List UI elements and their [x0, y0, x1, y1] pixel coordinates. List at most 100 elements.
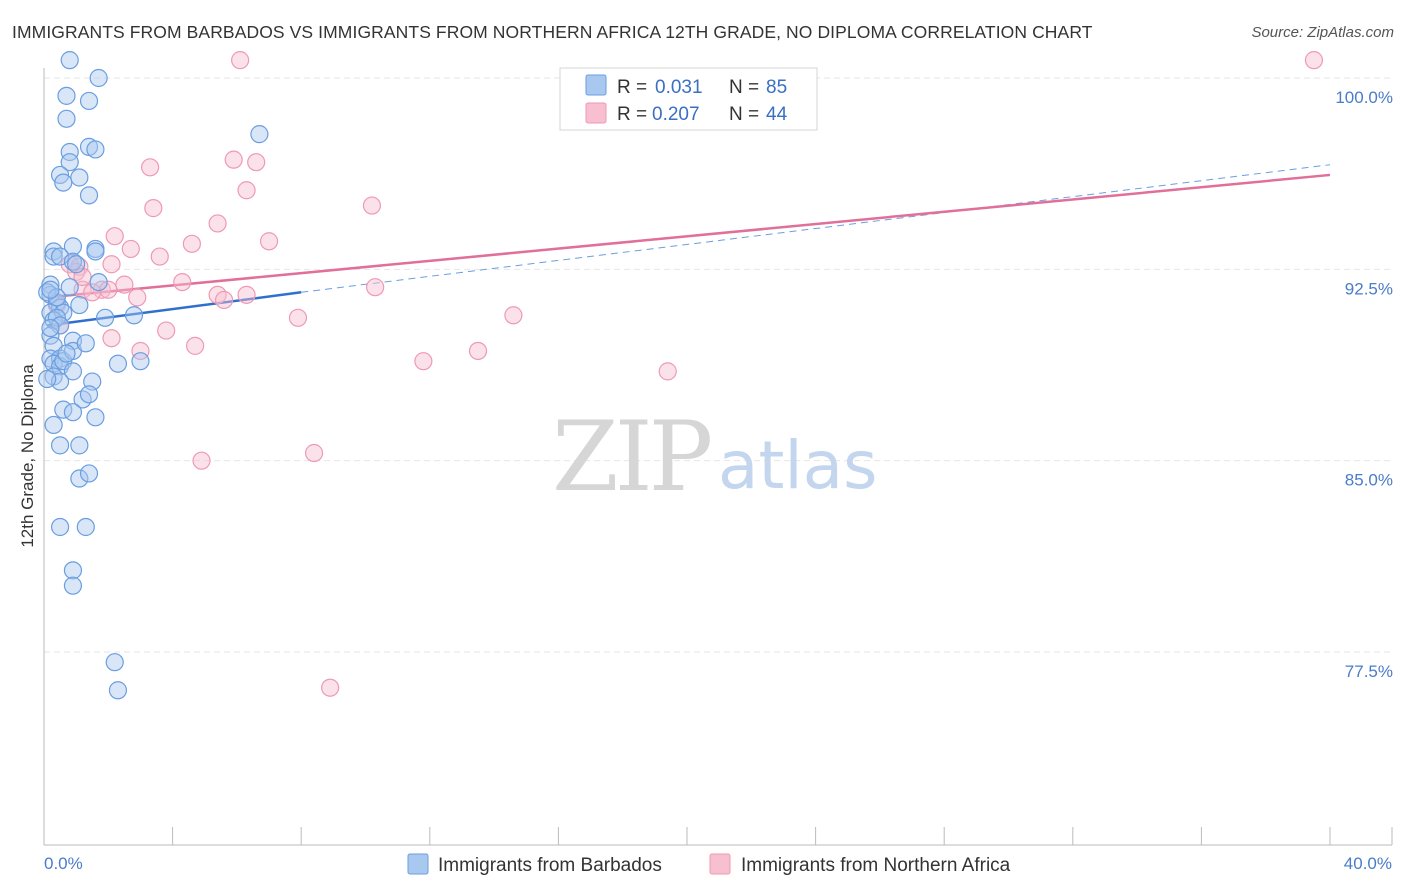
- point-nafrica: [288, 308, 308, 327]
- point-nafrica: [321, 678, 340, 697]
- bottom-legend-swatch-barbados: [407, 853, 429, 875]
- point-nafrica: [121, 239, 140, 259]
- point-barbados: [41, 318, 60, 338]
- point-barbados: [38, 283, 57, 302]
- point-nafrica: [231, 51, 250, 70]
- point-barbados: [41, 326, 60, 345]
- point-barbados: [54, 173, 73, 192]
- point-nafrica: [658, 362, 677, 381]
- point-nafrica: [182, 234, 201, 253]
- point-barbados: [108, 681, 128, 700]
- watermark: ZIP atlas: [552, 401, 878, 513]
- point-nafrica: [102, 329, 121, 348]
- y-tick-label: 77.5%: [1345, 662, 1393, 681]
- y-tick-label: 92.5%: [1345, 279, 1393, 298]
- point-nafrica: [83, 283, 102, 302]
- point-barbados: [63, 576, 83, 595]
- point-barbados: [86, 140, 105, 159]
- y-axis-label: 12th Grade, No Diploma: [18, 364, 37, 548]
- chart-title: IMMIGRANTS FROM BARBADOS VS IMMIGRANTS F…: [12, 22, 1093, 42]
- point-barbados: [63, 561, 83, 580]
- y-tick-labels: 77.5% 85.0% 92.5% 100.0%: [1335, 88, 1393, 681]
- point-nafrica: [192, 451, 211, 470]
- point-barbados: [63, 362, 83, 381]
- point-nafrica: [144, 199, 163, 218]
- y-tick-label: 100.0%: [1335, 88, 1393, 107]
- legend-n-label-barbados: N =: [729, 77, 759, 98]
- point-nafrica: [173, 272, 192, 292]
- gridlines: [44, 77, 1392, 653]
- legend-n-value-nafrica: 44: [766, 104, 788, 125]
- point-barbados: [86, 242, 105, 261]
- point-barbados: [63, 403, 83, 422]
- bottom-legend-swatch-nafrica: [709, 853, 731, 875]
- trend-line-nafrica: [47, 173, 1331, 299]
- point-barbados: [63, 252, 83, 271]
- axes: [43, 68, 1392, 846]
- point-nafrica: [366, 278, 385, 297]
- point-barbados: [108, 354, 128, 373]
- point-barbados: [76, 517, 95, 537]
- point-barbados: [41, 280, 60, 299]
- point-barbados: [70, 469, 89, 488]
- point-barbados: [89, 272, 108, 292]
- point-nafrica: [105, 227, 124, 246]
- point-nafrica: [247, 153, 266, 172]
- legend-swatch-nafrica: [585, 102, 607, 124]
- point-barbados: [86, 408, 105, 427]
- point-barbados: [131, 352, 150, 371]
- point-nafrica: [214, 290, 234, 310]
- bottom-legend-label-nafrica: Immigrants from Northern Africa: [741, 855, 1011, 876]
- point-nafrica: [468, 341, 488, 361]
- point-nafrica: [304, 443, 324, 463]
- point-nafrica: [259, 232, 279, 251]
- point-barbados: [57, 86, 76, 105]
- point-nafrica: [414, 352, 433, 371]
- point-barbados: [60, 153, 79, 172]
- point-barbados: [79, 186, 99, 205]
- point-nafrica: [208, 214, 227, 233]
- point-barbados: [95, 308, 115, 327]
- point-barbados: [79, 385, 99, 404]
- watermark-zip: ZIP: [552, 401, 711, 513]
- point-nafrica: [237, 181, 256, 200]
- trend-line-barbados-extended: [301, 164, 1331, 293]
- legend-r-value-barbados: 0.031: [655, 77, 703, 98]
- point-nafrica: [128, 288, 147, 307]
- point-barbados: [60, 142, 79, 162]
- point-nafrica: [504, 306, 523, 325]
- point-nafrica: [237, 285, 256, 304]
- point-barbados: [70, 436, 89, 455]
- trend-line-barbados: [47, 291, 302, 327]
- point-barbados: [57, 109, 76, 128]
- point-nafrica: [102, 255, 121, 274]
- bottom-legend: Immigrants from Barbados Immigrants from…: [407, 853, 1011, 876]
- point-barbados: [38, 369, 57, 389]
- x-tick-label-max: 40.0%: [1344, 854, 1392, 873]
- legend-r-value-nafrica: 0.207: [652, 104, 700, 125]
- legend-swatch-barbados: [585, 74, 607, 96]
- x-tick-label-min: 0.0%: [44, 854, 83, 873]
- point-barbados: [67, 255, 86, 274]
- point-nafrica: [115, 275, 134, 294]
- point-nafrica: [150, 247, 169, 266]
- point-barbados: [44, 247, 63, 266]
- legend: R = 0.031 N = 85 R = 0.207 N = 44: [559, 67, 818, 131]
- point-barbados: [76, 334, 95, 353]
- series-northern-africa-points: [47, 51, 1324, 697]
- x-axis-ticks: [172, 827, 1393, 845]
- point-barbados: [57, 344, 76, 363]
- legend-n-label-nafrica: N =: [729, 104, 759, 125]
- point-barbados: [50, 517, 70, 537]
- point-barbados: [63, 237, 83, 256]
- watermark-atlas: atlas: [718, 427, 878, 504]
- trend-lines: [47, 164, 1331, 327]
- series-barbados-points: [38, 51, 269, 700]
- point-nafrica: [157, 321, 176, 340]
- point-barbados: [70, 295, 89, 315]
- point-nafrica: [131, 341, 150, 361]
- legend-r-label-nafrica: R =: [617, 104, 647, 125]
- point-nafrica: [140, 158, 160, 177]
- point-barbados: [89, 68, 108, 88]
